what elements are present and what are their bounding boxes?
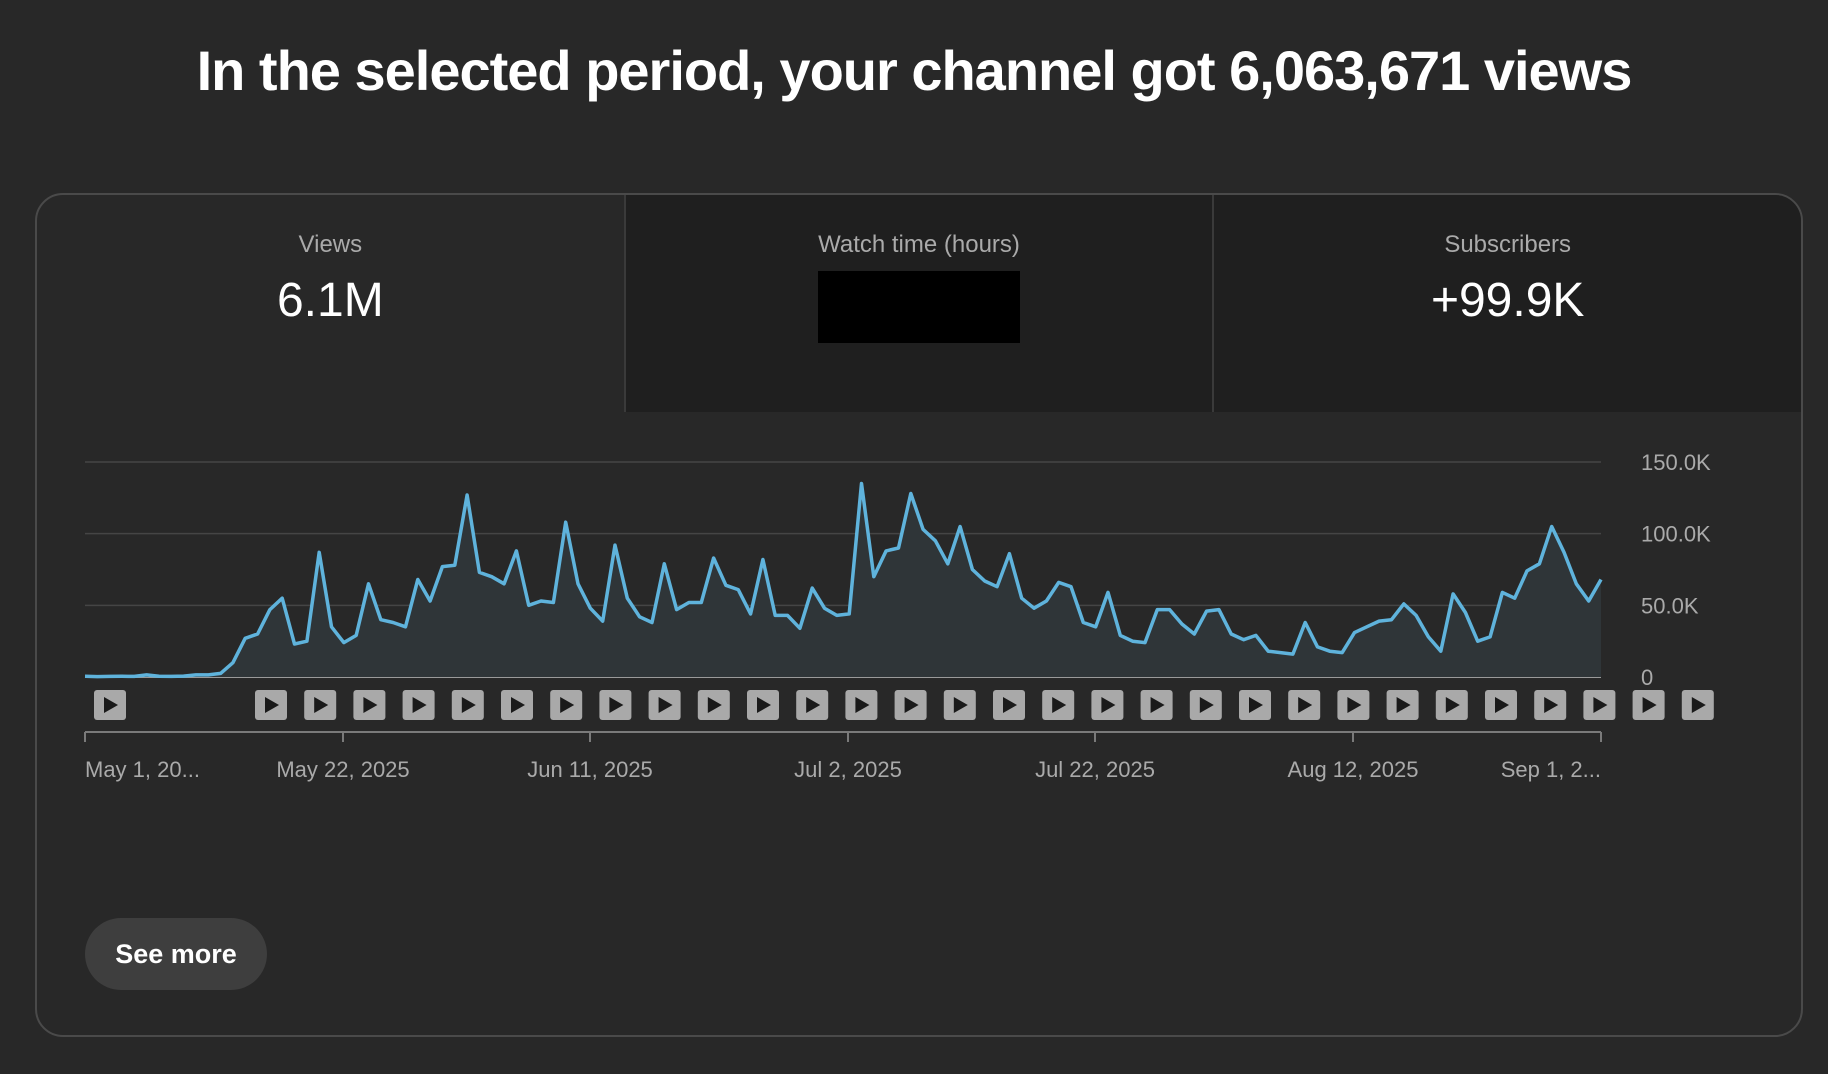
x-tick-label: Jul 2, 2025 bbox=[794, 757, 902, 782]
play-icon-glyph bbox=[1445, 697, 1460, 713]
tab-subscribers[interactable]: Subscribers +99.9K bbox=[1212, 195, 1801, 412]
play-icon-glyph bbox=[1249, 697, 1263, 713]
x-tick-label: May 1, 20... bbox=[85, 757, 200, 782]
play-icon-glyph bbox=[560, 697, 575, 713]
play-icon-glyph bbox=[412, 697, 427, 713]
views-chart: 0 50.0K 100.0K 150.0K May 1, 20... May 22, 20… bbox=[37, 412, 1801, 1035]
play-icon-glyph bbox=[855, 697, 870, 713]
play-icon-glyph bbox=[265, 697, 279, 713]
play-icon-glyph bbox=[1052, 697, 1067, 713]
y-tick-label: 50.0K bbox=[1641, 593, 1699, 618]
play-icon-glyph bbox=[658, 697, 673, 713]
tab-subscribers-label: Subscribers bbox=[1444, 231, 1572, 258]
tab-views-label: Views bbox=[298, 231, 363, 258]
play-icon-glyph bbox=[1495, 697, 1509, 713]
play-icon-glyph bbox=[1298, 697, 1313, 713]
y-tick-label: 0 bbox=[1641, 665, 1653, 690]
play-icon-glyph bbox=[363, 697, 378, 713]
page-title: In the selected period, your channel got… bbox=[196, 39, 1633, 102]
play-icon-glyph bbox=[104, 697, 118, 713]
y-tick-label: 100.0K bbox=[1641, 522, 1711, 547]
play-icon-glyph bbox=[904, 697, 919, 713]
play-icon-glyph bbox=[1642, 697, 1657, 713]
tab-subscribers-value: +99.9K bbox=[1430, 274, 1585, 327]
y-tick-label: 150.0K bbox=[1641, 450, 1711, 475]
play-icon-glyph bbox=[1199, 697, 1214, 713]
views-area bbox=[85, 483, 1601, 677]
play-icon-glyph bbox=[461, 697, 476, 713]
play-icon-glyph bbox=[1347, 697, 1362, 713]
play-icon-glyph bbox=[1150, 697, 1165, 713]
x-tick-label: Jul 22, 2025 bbox=[1035, 757, 1155, 782]
tab-views[interactable]: Views 6.1M bbox=[37, 195, 624, 412]
play-icon-glyph bbox=[1003, 697, 1017, 713]
see-more-button[interactable]: See more bbox=[85, 918, 267, 990]
play-icon-glyph bbox=[1396, 697, 1411, 713]
play-icon-glyph bbox=[707, 697, 722, 713]
x-tick-label: May 22, 2025 bbox=[276, 757, 409, 782]
play-icon-glyph bbox=[609, 697, 624, 713]
play-icon-glyph bbox=[1593, 697, 1608, 713]
play-icon-glyph bbox=[953, 697, 968, 713]
x-tick-label: Jun 11, 2025 bbox=[527, 757, 653, 782]
play-icon-glyph bbox=[1691, 697, 1706, 713]
overview-card: Views 6.1M Watch time (hours) Subscriber… bbox=[35, 193, 1803, 1037]
tab-views-value: 6.1M bbox=[276, 274, 384, 327]
x-tick-label: Sep 1, 2... bbox=[1501, 757, 1601, 782]
tab-watch-time-label: Watch time (hours) bbox=[818, 231, 1020, 258]
play-icon-glyph bbox=[806, 697, 821, 713]
play-icon-glyph bbox=[1101, 697, 1116, 713]
play-icon-glyph bbox=[511, 697, 525, 713]
x-tick-label: Aug 12, 2025 bbox=[1288, 757, 1419, 782]
views-chart-svg: 0 50.0K 100.0K 150.0K May 1, 20... May 22, 20… bbox=[84, 450, 1714, 782]
metric-tabs: Views 6.1M Watch time (hours) Subscriber… bbox=[37, 195, 1801, 412]
play-icon-glyph bbox=[314, 697, 329, 713]
tab-watch-time[interactable]: Watch time (hours) bbox=[623, 195, 1213, 412]
play-icon-glyph bbox=[757, 697, 771, 713]
redacted-block bbox=[818, 271, 1020, 343]
play-icon-glyph bbox=[1544, 697, 1559, 713]
views-line bbox=[84, 481, 1603, 679]
